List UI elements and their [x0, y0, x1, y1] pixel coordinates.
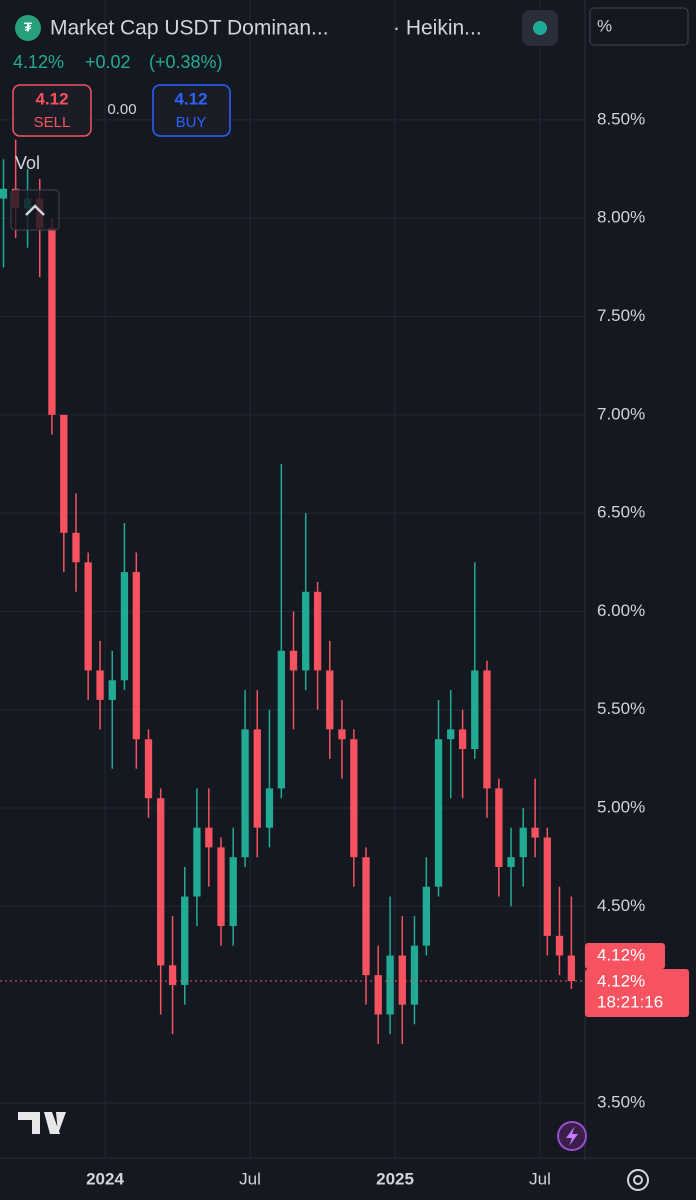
candle-body	[531, 827, 539, 838]
change: +0.02	[85, 52, 131, 72]
candle-body	[519, 827, 527, 858]
candle-body	[458, 729, 467, 750]
candle-body	[0, 188, 8, 199]
candle-body	[362, 857, 370, 976]
y-tick-label: 4.50%	[597, 896, 645, 915]
candle-body	[120, 572, 129, 681]
candle-body	[144, 739, 153, 799]
volume-label: Vol	[15, 153, 40, 173]
spread: 0.00	[107, 101, 136, 118]
last-price-label: 4.12%	[597, 972, 645, 991]
candle-body	[495, 788, 503, 868]
buy-label: BUY	[176, 114, 207, 131]
y-tick-label: 7.50%	[597, 306, 645, 325]
candle-body	[302, 591, 310, 671]
candle-body	[72, 532, 80, 563]
buy-button[interactable]	[152, 84, 231, 137]
candle-body	[398, 955, 406, 1005]
candle-body	[422, 886, 431, 946]
sell-button[interactable]	[12, 84, 92, 137]
price-tag-label: 4.12%	[597, 946, 645, 965]
tv-logo	[18, 1112, 66, 1134]
candle-body	[471, 670, 479, 750]
y-tick-label: 6.50%	[597, 503, 645, 522]
settings-icon[interactable]	[627, 1169, 649, 1191]
x-tick-label: Jul	[529, 1169, 551, 1188]
candle-body	[410, 945, 419, 1005]
candle-body	[108, 680, 116, 700]
logo-glyph: ₮	[24, 19, 32, 34]
candle-body	[543, 837, 551, 936]
candle-body	[277, 650, 285, 789]
symbol-name[interactable]: Market Cap USDT Dominan...	[50, 17, 329, 40]
candle-body	[338, 729, 346, 740]
candle-body	[326, 670, 334, 730]
collapse-button[interactable]	[10, 189, 60, 231]
candle-body	[48, 228, 56, 415]
candle-body	[374, 975, 382, 1015]
candle-body	[132, 572, 140, 740]
candle-body	[157, 798, 165, 966]
lightning-icon	[566, 1126, 578, 1146]
y-tick-label: 5.50%	[597, 699, 645, 718]
symbol-logo[interactable]	[15, 15, 41, 41]
candle-body	[181, 896, 189, 985]
axis-mode-button[interactable]	[589, 7, 689, 46]
candle-body	[507, 857, 515, 868]
x-tick-label: 2025	[376, 1169, 414, 1188]
candle-body	[289, 650, 298, 671]
y-tick-label: 6.00%	[597, 601, 645, 620]
x-tick-label: 2024	[86, 1169, 124, 1188]
candle-body	[350, 739, 358, 858]
change-percent: (+0.38%)	[149, 52, 223, 72]
candle-body	[434, 739, 443, 887]
chevron-icon	[25, 204, 45, 216]
buy-price: 4.12	[174, 89, 207, 108]
candle-body	[60, 414, 68, 533]
axis-mode: %	[597, 16, 612, 35]
countdown: 18:21:16	[597, 993, 663, 1012]
candle-body	[386, 955, 394, 1015]
sell-label: SELL	[34, 114, 71, 131]
candle-body	[193, 827, 201, 897]
last-value: 4.12%	[13, 52, 64, 72]
y-tick-label: 3.50%	[597, 1092, 645, 1111]
sell-price: 4.12	[35, 89, 68, 108]
candle-body	[229, 857, 237, 927]
last-price-tag	[585, 969, 689, 1018]
x-tick-label: Jul	[239, 1169, 261, 1188]
chart-style[interactable]: · Heikin...	[393, 17, 482, 40]
candle-body	[205, 827, 213, 848]
candle-body	[168, 965, 177, 985]
settings-icon-center	[633, 1175, 643, 1185]
candle-body	[447, 729, 455, 740]
candle-body	[265, 788, 274, 828]
y-tick-label: 8.50%	[597, 109, 645, 128]
candle-body	[567, 955, 576, 982]
candle-body	[253, 729, 261, 828]
candle-body	[217, 847, 225, 927]
candle-body	[241, 729, 249, 858]
y-tick-label: 7.00%	[597, 404, 645, 423]
candle-body	[555, 935, 564, 956]
candle-body	[313, 591, 322, 671]
candle-body	[483, 670, 491, 789]
candle-body	[96, 670, 104, 700]
status-dot	[533, 21, 547, 35]
candle-body	[84, 562, 92, 671]
y-tick-label: 8.00%	[597, 208, 645, 227]
y-tick-label: 5.00%	[597, 798, 645, 817]
price-tag	[585, 943, 665, 970]
